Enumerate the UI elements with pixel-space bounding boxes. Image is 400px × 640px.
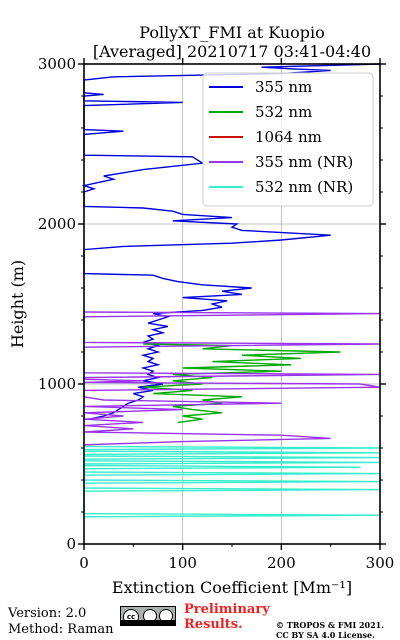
legend-box bbox=[202, 72, 374, 207]
preliminary-line1: Preliminary bbox=[184, 602, 270, 617]
version-text: Version: 2.0 bbox=[8, 606, 87, 621]
x-tick-label: 200 bbox=[267, 554, 296, 572]
legend-label-2: 1064 nm bbox=[255, 128, 322, 146]
y-axis-label: Height (m) bbox=[8, 260, 27, 348]
extinction-chart: PollyXT_FMI at Kuopio [Averaged] 2021071… bbox=[8, 23, 395, 597]
y-tick-label: 1000 bbox=[38, 375, 76, 393]
x-tick-label: 300 bbox=[366, 554, 395, 572]
y-tick-label: 3000 bbox=[38, 55, 76, 73]
series-line-0 bbox=[81, 63, 381, 420]
copyright-line1: © TROPOS & FMI 2021. bbox=[276, 620, 385, 630]
series-line-4 bbox=[83, 445, 381, 518]
badge-strip bbox=[121, 620, 175, 625]
preliminary-line2: Results. bbox=[184, 617, 243, 632]
y-tick-label: 2000 bbox=[38, 215, 76, 233]
legend-label-3: 355 nm (NR) bbox=[255, 153, 353, 171]
copyright-notice: © TROPOS & FMI 2021. CC BY SA 4.0 Licens… bbox=[276, 620, 384, 640]
method-text: Method: Raman bbox=[8, 622, 114, 637]
x-axis-label: Extinction Coefficient [Mm⁻¹] bbox=[112, 578, 352, 597]
legend-label-4: 532 nm (NR) bbox=[255, 178, 353, 196]
chart-title: PollyXT_FMI at Kuopio bbox=[139, 23, 325, 42]
x-tick-label: 0 bbox=[79, 554, 89, 572]
copyright-line2: CC BY SA 4.0 License. bbox=[276, 630, 375, 640]
cc-license-badge: cc bbox=[120, 606, 176, 626]
legend: 355 nm 532 nm 1064 nm 355 nm (NR) 532 nm (NR… bbox=[202, 72, 374, 207]
x-tick-label: 100 bbox=[168, 554, 197, 572]
chart-subtitle: [Averaged] 20210717 03:41-04:40 bbox=[93, 42, 371, 61]
y-tick-label: 0 bbox=[66, 535, 76, 553]
legend-label-0: 355 nm bbox=[255, 78, 312, 96]
legend-label-1: 532 nm bbox=[255, 103, 312, 121]
series-line-3 bbox=[83, 311, 381, 446]
preliminary-results: Preliminary Results. bbox=[184, 602, 270, 632]
